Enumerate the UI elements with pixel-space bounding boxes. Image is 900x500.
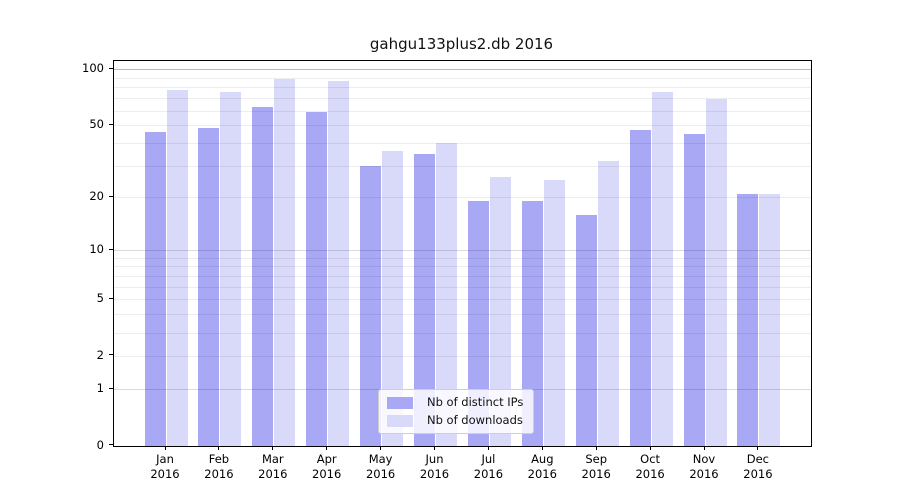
y-tick-mark [109,354,113,356]
bar-distinct-ips-feb [198,128,220,446]
bar-downloads-jun [436,142,457,446]
x-tick-label: May 2016 [365,452,396,481]
bar-downloads-apr [328,80,350,446]
bar-distinct-ips-dec [737,193,759,446]
y-tick-mark [109,248,113,250]
x-tick-mark [487,446,489,450]
y-tick-mark [109,444,113,445]
bar-distinct-ips-sep [575,214,597,446]
bar-distinct-ips-mar [252,106,274,446]
x-tick-mark [164,446,166,450]
x-tick-mark [541,446,543,450]
y-tick-label: 2 [96,347,104,362]
bar-downloads-oct [651,91,673,446]
x-tick-label: Oct 2016 [635,452,665,481]
chart-title: gahgu133plus2.db 2016 [369,35,554,53]
bar-distinct-ips-jan [144,131,166,446]
y-tick-mark [109,195,113,197]
bar-downloads-feb [220,91,242,446]
bar-distinct-ips-jun [414,153,435,446]
y-tick-mark [109,67,113,69]
y-tick-mark [109,387,113,389]
legend-item-downloads: Nb of downloads [387,414,523,427]
x-tick-label: Jan 2016 [150,452,180,481]
bar-downloads-jan [166,90,188,446]
y-tick-label: 10 [89,242,104,257]
y-tick-label: 1 [96,381,104,396]
legend-item-distinct-ips: Nb of distinct IPs [387,396,523,409]
bar-downloads-jul [489,176,511,446]
x-tick-label: Feb 2016 [204,452,234,481]
bar-distinct-ips-jul [467,201,489,446]
x-tick-mark [434,446,435,450]
legend-swatch-distinct-ips [387,396,413,409]
x-tick-mark [326,446,328,450]
y-tick-label: 100 [82,61,104,76]
x-tick-mark [595,446,597,450]
x-tick-label: Aug 2016 [527,452,557,481]
x-tick-mark [380,446,382,450]
x-tick-label: Apr 2016 [312,452,342,481]
bar-downloads-dec [759,193,781,446]
legend-swatch-downloads [387,414,413,427]
x-tick-label: Dec 2016 [743,452,773,481]
bar-distinct-ips-nov [683,133,705,446]
x-tick-label: Nov 2016 [689,452,719,481]
legend-label-distinct-ips: Nb of distinct IPs [427,395,524,409]
x-tick-label: Sep 2016 [581,452,611,481]
x-tick-label: Jul 2016 [473,452,504,481]
x-tick-mark [218,446,220,450]
y-tick-mark [109,123,113,125]
x-tick-label: Mar 2016 [258,452,288,481]
y-tick-label: 0 [96,437,104,452]
bar-distinct-ips-apr [306,111,328,446]
x-tick-mark [649,446,651,450]
bars-layer [114,61,811,446]
x-tick-mark [757,446,759,450]
bar-downloads-nov [705,99,727,446]
bar-downloads-mar [274,78,296,446]
x-tick-mark [703,446,705,450]
bar-downloads-may [382,151,404,446]
bar-downloads-sep [597,160,619,446]
bar-distinct-ips-may [360,165,382,446]
legend-label-downloads: Nb of downloads [427,413,523,427]
bar-downloads-aug [543,180,565,446]
y-tick-label: 20 [89,189,104,204]
bar-distinct-ips-oct [629,130,651,446]
y-tick-label: 5 [96,291,104,306]
legend: Nb of distinct IPs Nb of downloads [378,389,535,434]
bar-distinct-ips-aug [521,201,543,446]
plot-area: Nb of distinct IPs Nb of downloads [113,60,812,447]
y-tick-mark [109,297,113,299]
x-tick-mark [272,446,274,450]
x-tick-label: Jun 2016 [419,452,450,481]
y-tick-label: 50 [89,117,104,132]
